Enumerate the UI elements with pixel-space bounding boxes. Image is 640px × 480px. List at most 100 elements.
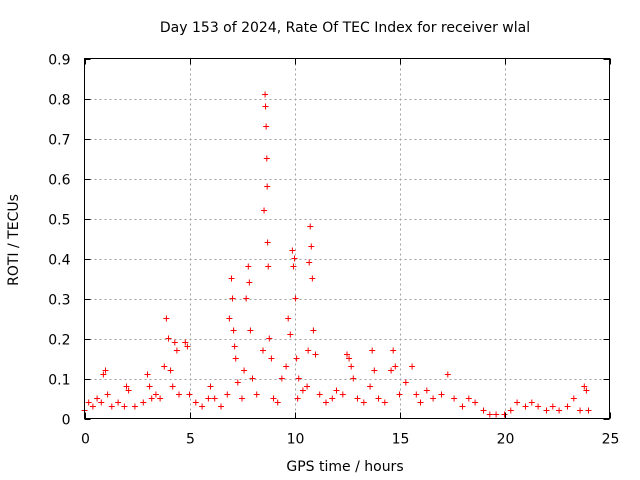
data-point bbox=[270, 395, 277, 402]
data-point bbox=[417, 399, 424, 406]
data-point bbox=[348, 363, 355, 370]
data-point bbox=[241, 367, 248, 374]
y-axis-label: ROTI / TECUs bbox=[6, 194, 22, 286]
data-point bbox=[146, 383, 153, 390]
data-point bbox=[295, 375, 302, 382]
data-point bbox=[430, 395, 437, 402]
data-point bbox=[264, 183, 271, 190]
data-point bbox=[486, 411, 493, 418]
y-tick-label: 0.3 bbox=[48, 293, 70, 309]
y-tick-label: 0.2 bbox=[48, 333, 70, 349]
data-points bbox=[81, 91, 592, 418]
data-point bbox=[182, 339, 189, 346]
data-point bbox=[261, 207, 268, 214]
data-point bbox=[115, 399, 122, 406]
data-point bbox=[152, 391, 159, 398]
data-point bbox=[369, 347, 376, 354]
data-point bbox=[260, 347, 266, 354]
data-point bbox=[323, 399, 329, 406]
data-point bbox=[310, 327, 317, 334]
data-point bbox=[167, 367, 174, 374]
data-point bbox=[308, 243, 315, 250]
data-point bbox=[140, 399, 147, 406]
data-point bbox=[465, 395, 472, 402]
data-point bbox=[392, 363, 399, 370]
data-point bbox=[205, 395, 212, 402]
data-point bbox=[231, 343, 238, 350]
data-point bbox=[344, 351, 350, 358]
data-point bbox=[564, 403, 571, 410]
data-point bbox=[102, 367, 109, 374]
y-tick-label: 0.7 bbox=[48, 133, 70, 149]
data-point bbox=[171, 339, 178, 346]
data-point bbox=[354, 395, 361, 402]
y-tick-label: 0.4 bbox=[48, 253, 70, 269]
data-point bbox=[413, 391, 420, 398]
data-point bbox=[266, 335, 273, 342]
data-point bbox=[409, 363, 416, 370]
data-point bbox=[148, 395, 155, 402]
data-point bbox=[299, 387, 306, 394]
data-point bbox=[199, 403, 206, 410]
data-point bbox=[249, 375, 256, 382]
data-point bbox=[309, 275, 316, 282]
data-point bbox=[263, 123, 270, 130]
y-tick-label: 0.9 bbox=[48, 53, 70, 69]
data-point bbox=[535, 403, 542, 410]
data-point bbox=[501, 411, 508, 418]
data-point bbox=[306, 259, 313, 266]
data-point bbox=[144, 371, 151, 378]
data-point bbox=[514, 399, 521, 406]
data-point bbox=[176, 391, 182, 398]
data-point bbox=[528, 399, 535, 406]
data-point bbox=[292, 295, 299, 302]
data-point bbox=[570, 395, 577, 402]
data-point bbox=[207, 383, 214, 390]
data-point bbox=[396, 391, 403, 398]
data-point bbox=[264, 239, 271, 246]
data-point bbox=[108, 403, 115, 410]
data-point bbox=[263, 155, 270, 162]
data-point bbox=[253, 391, 260, 398]
data-point bbox=[543, 407, 550, 414]
data-point bbox=[307, 223, 314, 230]
data-point bbox=[283, 363, 290, 370]
data-point bbox=[239, 395, 245, 402]
data-point bbox=[85, 399, 92, 406]
data-point bbox=[316, 391, 323, 398]
data-point bbox=[211, 395, 218, 402]
chart-title: Day 153 of 2024, Rate Of TEC Index for r… bbox=[160, 20, 530, 36]
data-point bbox=[371, 367, 378, 374]
data-point bbox=[161, 363, 168, 370]
data-point bbox=[262, 103, 269, 110]
x-tick-label: 20 bbox=[497, 432, 515, 448]
x-tick-label: 15 bbox=[392, 432, 410, 448]
data-point bbox=[98, 399, 105, 406]
x-tick-label: 0 bbox=[81, 432, 90, 448]
data-point bbox=[402, 379, 409, 386]
data-point bbox=[304, 383, 311, 390]
data-point bbox=[289, 247, 296, 254]
data-point bbox=[346, 355, 353, 362]
data-point bbox=[285, 315, 292, 322]
data-point bbox=[104, 391, 111, 398]
data-point bbox=[390, 347, 397, 354]
data-point bbox=[218, 403, 224, 410]
data-point bbox=[89, 403, 96, 410]
data-point bbox=[350, 375, 357, 382]
data-point bbox=[329, 395, 336, 402]
data-point bbox=[246, 279, 253, 286]
x-axis-ticks: 0 5 10 15 20 25 bbox=[81, 58, 619, 448]
data-point bbox=[423, 387, 430, 394]
data-point bbox=[123, 383, 130, 390]
data-point bbox=[549, 403, 556, 410]
data-point bbox=[507, 407, 514, 414]
data-point bbox=[388, 367, 395, 374]
data-point bbox=[157, 395, 164, 402]
data-point bbox=[333, 387, 340, 394]
data-point bbox=[556, 407, 563, 414]
y-axis-ticks: 0 0.1 0.2 0.3 0.4 0.5 0.6 0.7 0.8 0.9 bbox=[48, 53, 610, 429]
data-point bbox=[274, 399, 281, 406]
x-tick-label: 10 bbox=[287, 432, 305, 448]
